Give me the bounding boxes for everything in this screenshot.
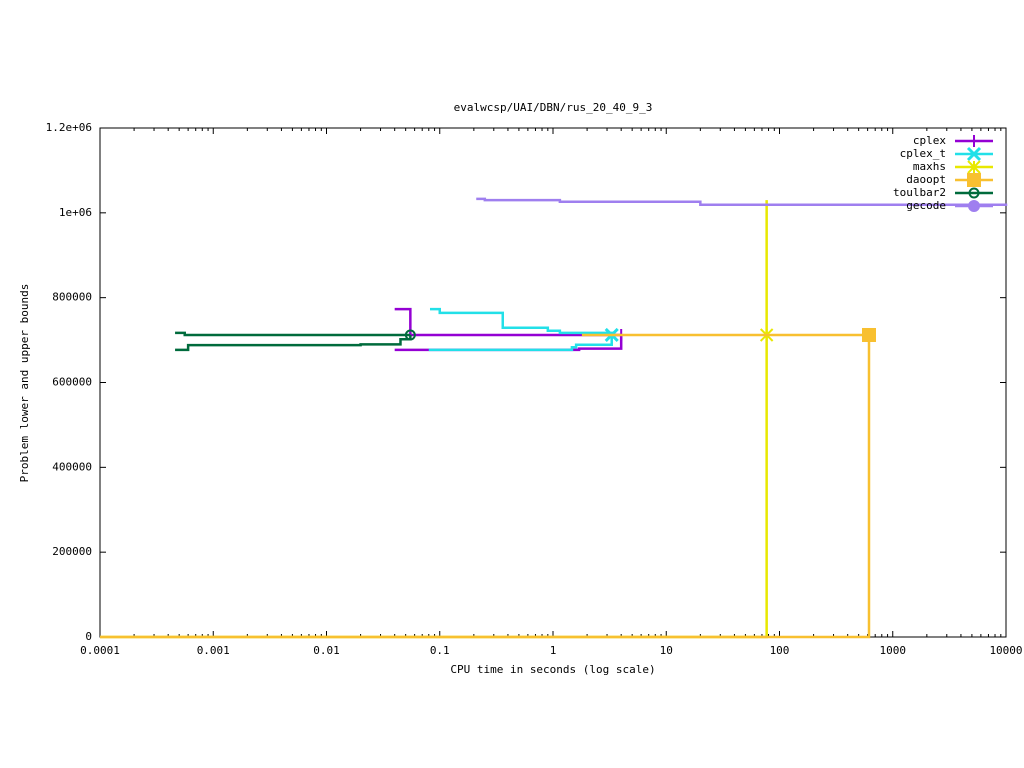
y-tick-label: 1e+06: [59, 206, 92, 219]
series-line: [428, 307, 613, 352]
x-axis-label: CPU time in seconds (log scale): [450, 663, 655, 676]
x-tick-label: 1000: [880, 644, 907, 657]
y-tick-label: 1.2e+06: [46, 121, 92, 134]
legend-marker: [966, 146, 982, 162]
y-axis-label: Problem lower and upper bounds: [18, 284, 31, 483]
x-tick-label: 0.0001: [80, 644, 120, 657]
series-line: [175, 331, 412, 352]
y-tick-label: 0: [85, 630, 92, 643]
x-tick-label: 10: [660, 644, 673, 657]
legend-marker: [968, 135, 980, 147]
series-line: [100, 200, 768, 639]
legend-marker: [968, 187, 980, 199]
y-tick-label: 800000: [52, 291, 92, 304]
legend-marker: [967, 173, 981, 187]
legend-marker: [968, 200, 980, 212]
y-tick-label: 400000: [52, 460, 92, 473]
x-tick-label: 0.1: [430, 644, 450, 657]
legend-label: toulbar2: [893, 186, 946, 199]
y-tick-label: 200000: [52, 545, 92, 558]
point-marker: [404, 329, 416, 341]
x-tick-label: 1: [550, 644, 557, 657]
legend-label: maxhs: [913, 160, 946, 173]
legend-marker: [967, 160, 981, 174]
series-line: [100, 333, 871, 639]
x-tick-label: 100: [770, 644, 790, 657]
x-tick-label: 0.01: [313, 644, 340, 657]
point-marker: [861, 327, 876, 342]
legend-label: daoopt: [906, 173, 946, 186]
x-tick-label: 10000: [989, 644, 1022, 657]
series-line: [476, 197, 1008, 207]
legend-label: cplex_t: [900, 147, 946, 160]
chart-title: evalwcsp/UAI/DBN/rus_20_40_9_3: [454, 101, 653, 114]
y-tick-label: 600000: [52, 376, 92, 389]
x-tick-label: 0.001: [197, 644, 230, 657]
legend-label: cplex: [913, 134, 946, 147]
legend-label: gecode: [906, 199, 946, 212]
